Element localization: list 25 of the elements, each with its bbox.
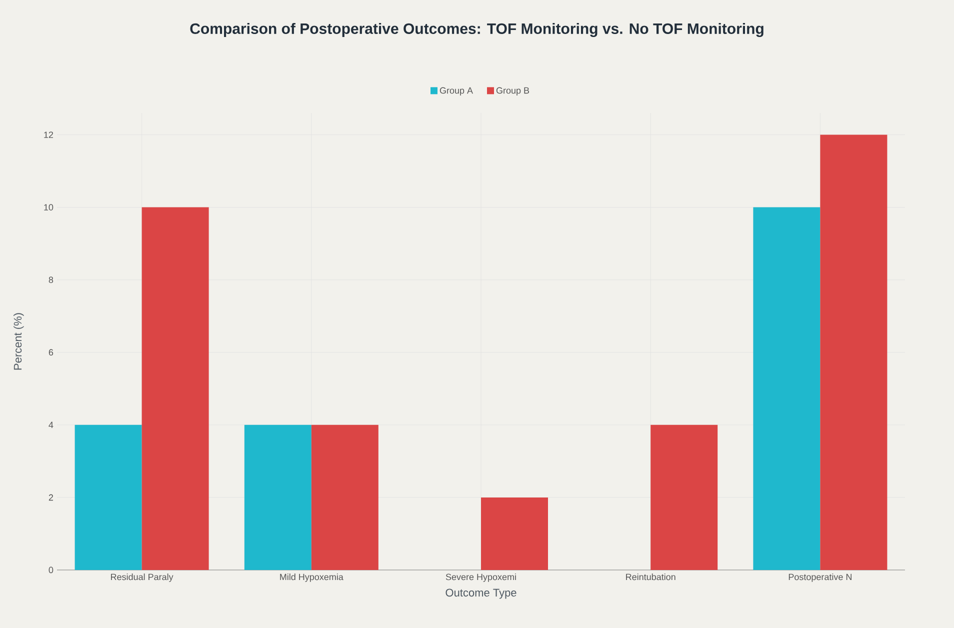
bar <box>74 424 142 570</box>
legend-label: Group A <box>440 87 473 96</box>
y-tick-label: 2 <box>48 494 54 501</box>
chart-title: Comparison of Postoperative Outcomes: TOF Monitoring vs. No TOF Monitoring <box>190 22 764 38</box>
y-tick-label: 4 <box>48 422 54 428</box>
x-tick-label: Postoperative N <box>788 574 852 582</box>
x-axis-title: Outcome Type <box>446 588 516 599</box>
y-tick-label: 12 <box>44 132 54 138</box>
bar <box>244 424 312 570</box>
legend-label: Group B <box>496 87 530 96</box>
y-tick-label: 10 <box>44 204 54 210</box>
bar <box>820 134 888 570</box>
x-tick-label: Reintubation <box>626 574 676 580</box>
y-tick-label: 8 <box>48 276 54 284</box>
x-tick-label: Severe Hypoxemi <box>446 574 516 582</box>
bar <box>311 424 378 570</box>
bar <box>481 497 548 570</box>
y-axis-title: Percent (%) <box>14 313 24 370</box>
x-tick-label: Residual Paraly <box>111 574 174 582</box>
bar <box>753 207 820 570</box>
bar <box>142 207 209 570</box>
x-tick-label: Mild Hypoxemia <box>280 574 344 582</box>
y-tick-label: 0 <box>48 566 54 574</box>
bar <box>650 424 718 570</box>
y-tick-label: 6 <box>48 349 54 356</box>
